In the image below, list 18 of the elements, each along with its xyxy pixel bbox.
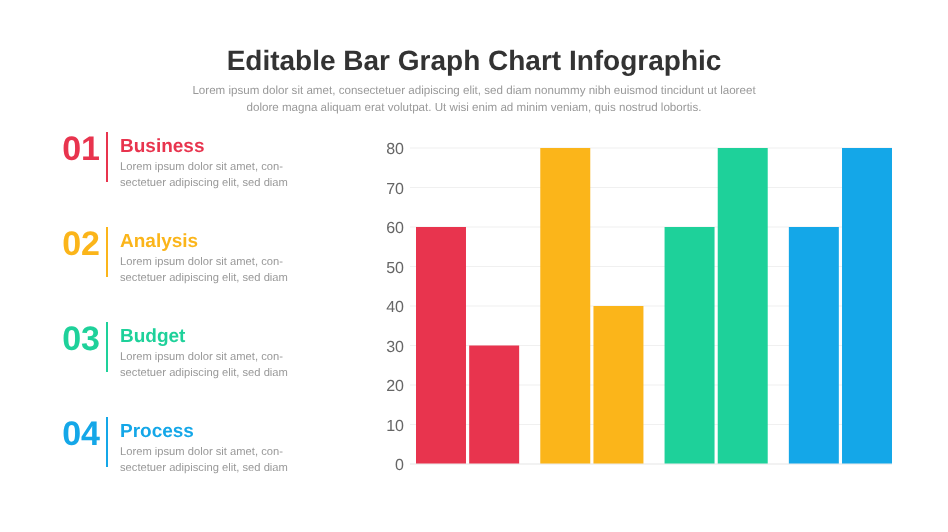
text: Analysis (120, 231, 199, 253)
y-tick-label: 50 (386, 258, 406, 277)
text: Budget (120, 326, 188, 348)
y-tick-label: 70 (386, 179, 406, 198)
text: 02 (62, 225, 100, 263)
y-tick-label: 0 (395, 456, 406, 474)
y-tick-label: 80 (386, 140, 406, 158)
y-tick-label: 40 (386, 298, 406, 316)
text: 01 (62, 130, 100, 168)
y-tick-label: 60 (386, 219, 406, 237)
text: Business (120, 136, 205, 158)
chart-title: Editable Bar Graph Chart Infographic (226, 44, 722, 76)
text: 03 (62, 320, 100, 358)
text: 04 (62, 415, 102, 453)
text: Process (120, 421, 194, 443)
y-tick-label: 20 (386, 377, 406, 395)
y-tick-label: 10 (386, 416, 406, 435)
y-tick-label: 30 (386, 337, 406, 356)
